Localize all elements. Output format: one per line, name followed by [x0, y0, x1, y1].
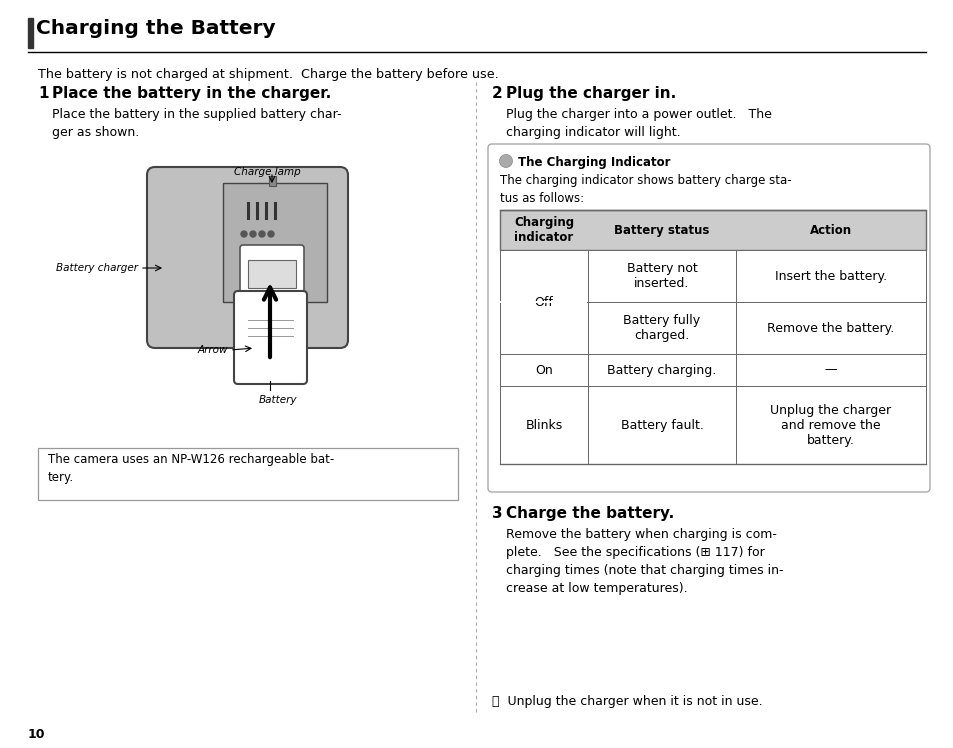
Circle shape — [268, 231, 274, 237]
Text: Action: Action — [809, 224, 851, 236]
Circle shape — [241, 231, 247, 237]
Text: Remove the battery when charging is com-
plete.   See the specifications (⊞ 117): Remove the battery when charging is com-… — [505, 528, 782, 595]
FancyBboxPatch shape — [147, 167, 348, 348]
Bar — [499, 386, 925, 464]
Text: Charge lamp: Charge lamp — [233, 167, 300, 177]
Bar — [248, 260, 295, 288]
Text: Battery fully
charged.: Battery fully charged. — [622, 314, 700, 342]
Bar — [499, 210, 925, 250]
Text: Remove the battery.: Remove the battery. — [766, 322, 894, 334]
Text: The camera uses an NP-W126 rechargeable bat-
tery.: The camera uses an NP-W126 rechargeable … — [48, 453, 334, 484]
FancyBboxPatch shape — [488, 144, 929, 492]
Text: Charge the battery.: Charge the battery. — [505, 506, 674, 521]
Text: Battery status: Battery status — [614, 224, 709, 236]
Text: The battery is not charged at shipment.  Charge the battery before use.: The battery is not charged at shipment. … — [38, 68, 498, 81]
Text: 3: 3 — [492, 506, 502, 521]
Bar — [499, 354, 925, 386]
Text: Off: Off — [534, 295, 553, 308]
Text: Unplug the charger
and remove the
battery.: Unplug the charger and remove the batter… — [770, 403, 891, 447]
FancyBboxPatch shape — [223, 183, 327, 302]
Text: Place the battery in the supplied battery char-
ger as shown.: Place the battery in the supplied batter… — [52, 108, 341, 139]
FancyBboxPatch shape — [240, 245, 304, 303]
Bar — [499, 250, 925, 302]
Text: The Charging Indicator: The Charging Indicator — [517, 156, 670, 169]
Text: Plug the charger into a power outlet.   The
charging indicator will light.: Plug the charger into a power outlet. Th… — [505, 108, 771, 139]
Circle shape — [250, 231, 255, 237]
Text: Battery charging.: Battery charging. — [607, 364, 716, 376]
Bar — [500, 301, 587, 303]
Text: Battery charger: Battery charger — [56, 263, 138, 273]
Text: 1: 1 — [38, 86, 49, 101]
Text: On: On — [535, 364, 553, 376]
Circle shape — [499, 155, 512, 168]
Text: ⓘ  Unplug the charger when it is not in use.: ⓘ Unplug the charger when it is not in u… — [492, 695, 761, 708]
Text: Battery: Battery — [258, 395, 296, 405]
Bar — [28, 18, 33, 48]
Bar — [38, 448, 457, 500]
Text: 2: 2 — [492, 86, 502, 101]
Text: Place the battery in the charger.: Place the battery in the charger. — [52, 86, 331, 101]
Text: 10: 10 — [28, 728, 46, 741]
Text: Blinks: Blinks — [525, 418, 562, 432]
Text: Battery not
inserted.: Battery not inserted. — [626, 262, 697, 290]
FancyBboxPatch shape — [233, 291, 307, 384]
Text: Plug the charger in.: Plug the charger in. — [505, 86, 676, 101]
Text: Charging the Battery: Charging the Battery — [36, 19, 275, 38]
Bar — [499, 302, 925, 354]
Text: Charging
indicator: Charging indicator — [514, 216, 574, 244]
Text: The charging indicator shows battery charge sta-
tus as follows:: The charging indicator shows battery cha… — [499, 174, 791, 205]
Text: Insert the battery.: Insert the battery. — [774, 269, 886, 283]
Circle shape — [258, 231, 265, 237]
Text: Battery fault.: Battery fault. — [619, 418, 702, 432]
Bar — [269, 176, 275, 186]
Text: —: — — [824, 364, 837, 376]
Text: Arrow: Arrow — [197, 345, 228, 355]
